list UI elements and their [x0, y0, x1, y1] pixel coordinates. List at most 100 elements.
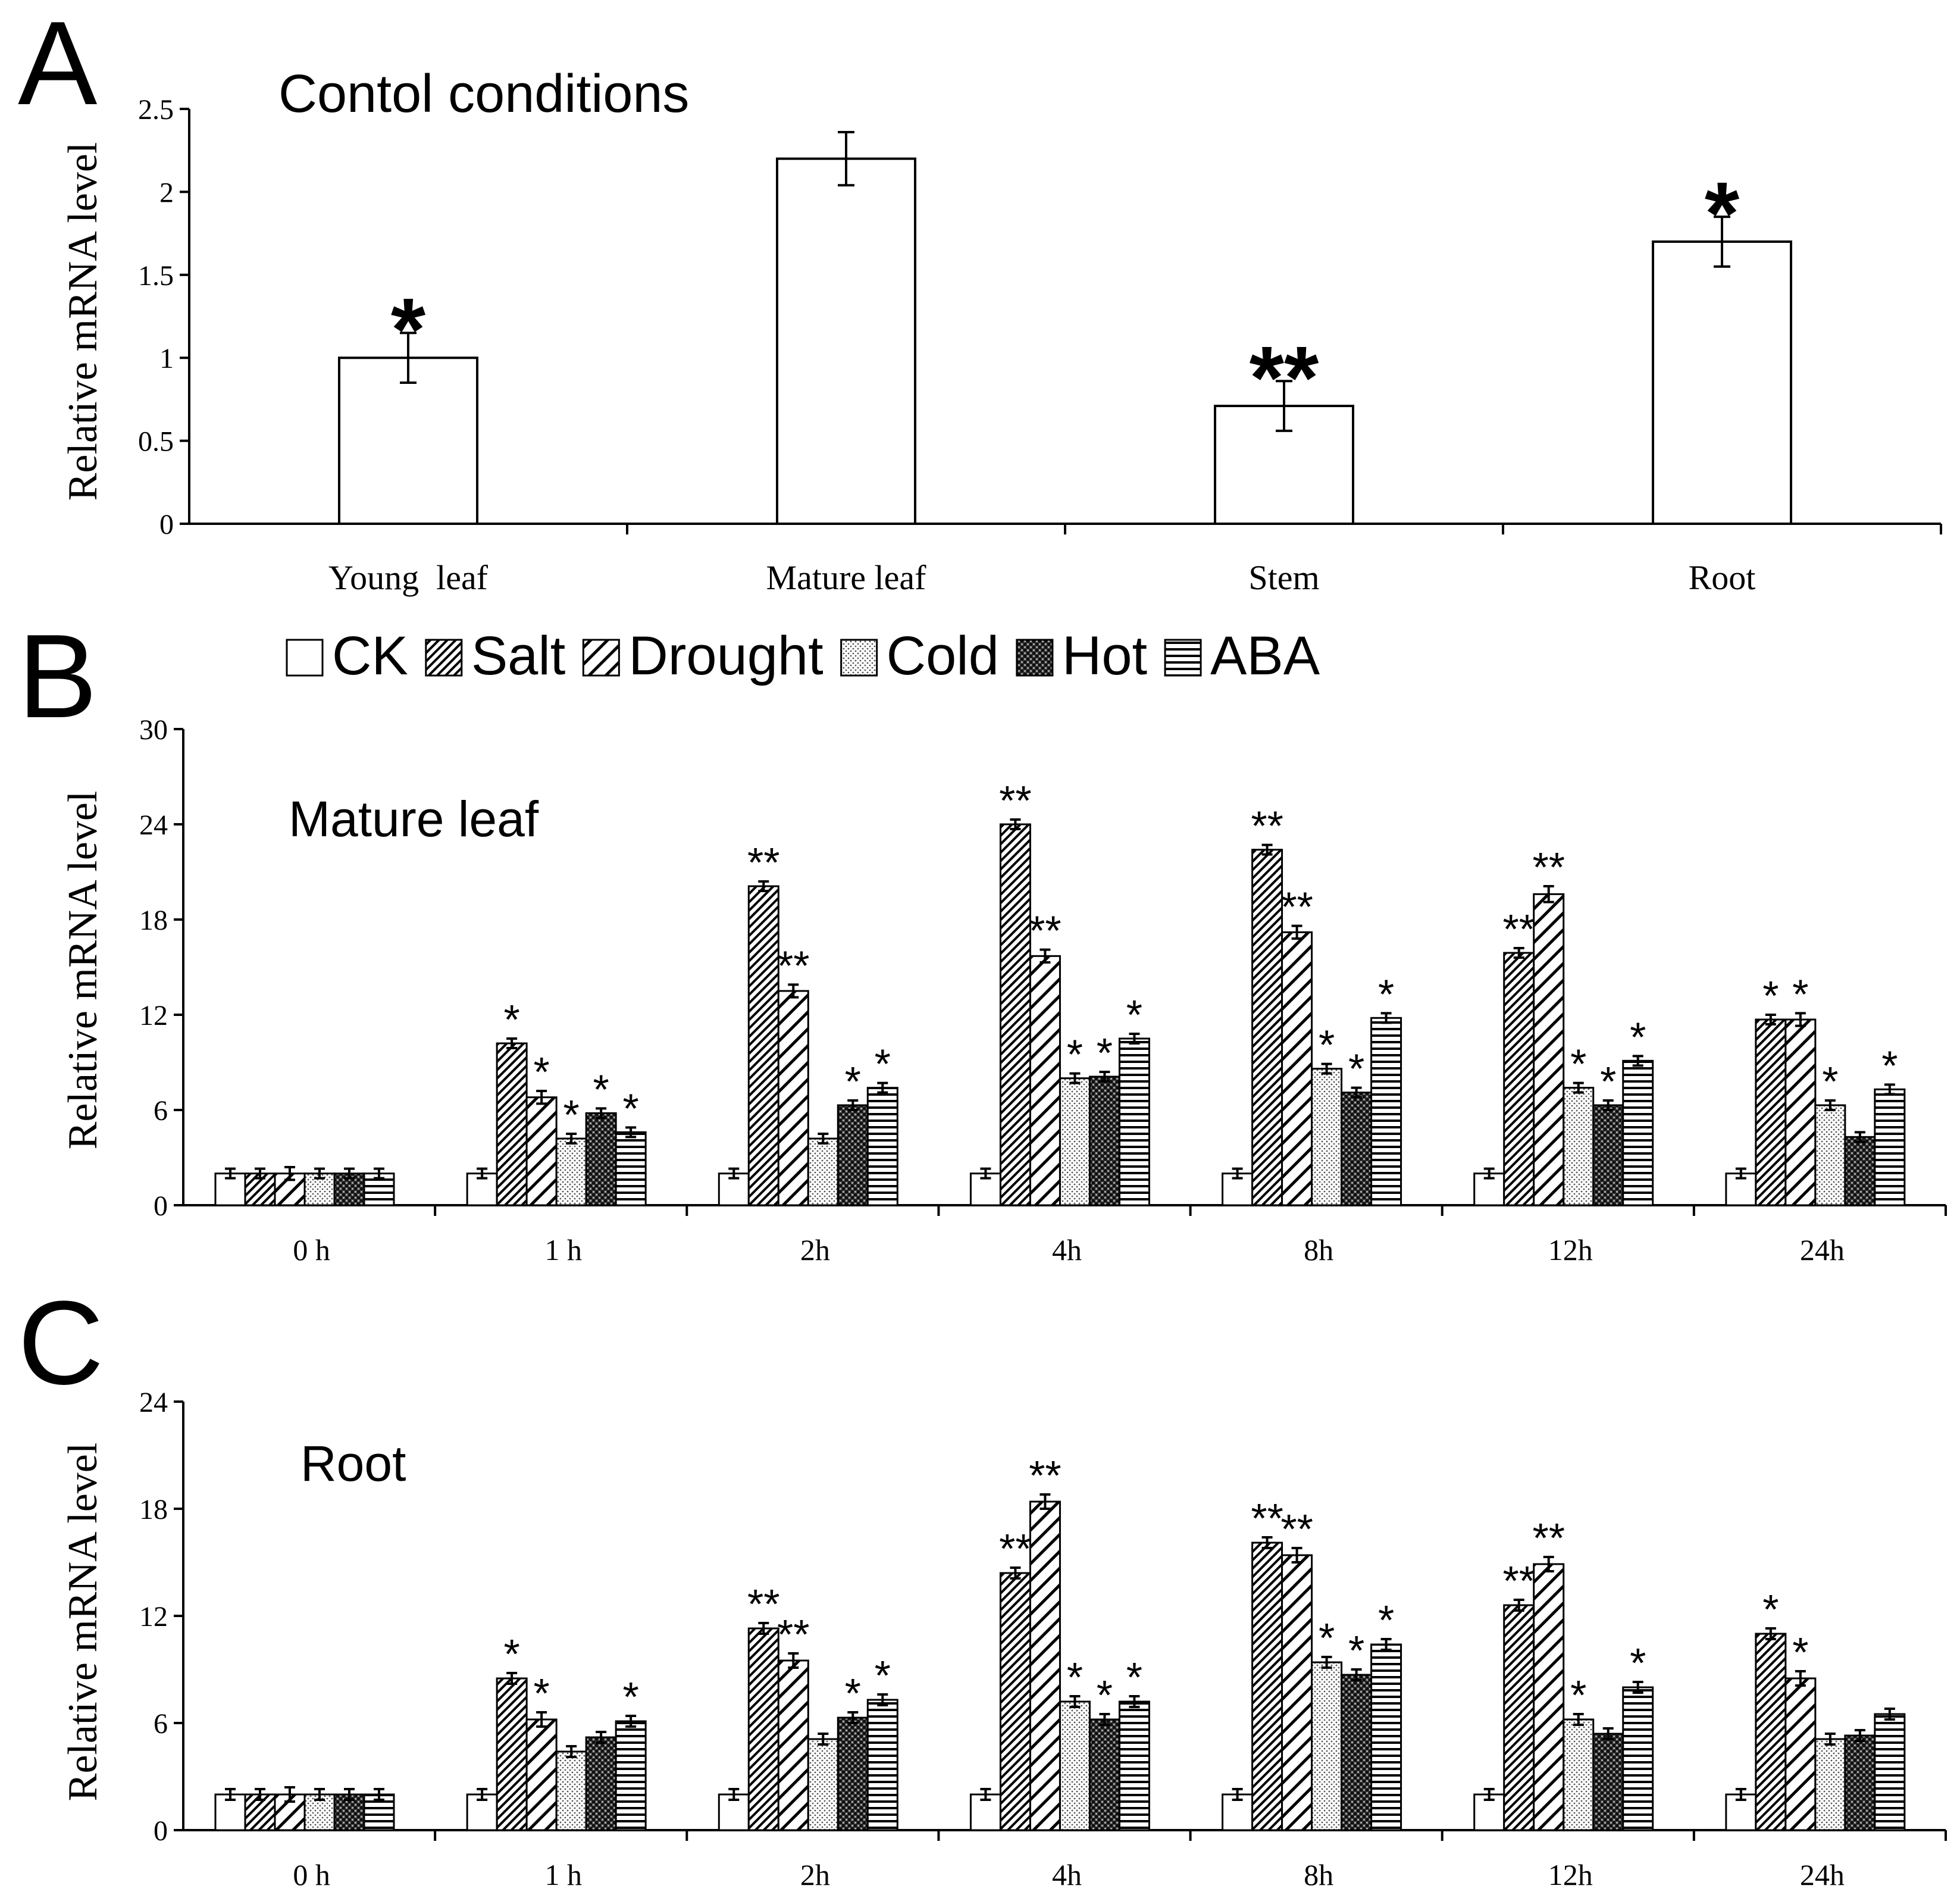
panel-c-bar: [1755, 1633, 1787, 1831]
panel-c-bar: [807, 1738, 839, 1831]
panel-c-significance-mark: **: [1502, 1558, 1535, 1604]
panel-c-bar: [1370, 1643, 1402, 1831]
panel-c-x-tick-label: 4h: [1052, 1858, 1082, 1891]
panel-c-bar: [1533, 1563, 1565, 1831]
panel-label-c: C: [18, 1277, 104, 1409]
panel-b-x-tick-label: 24h: [1800, 1233, 1845, 1267]
panel-label-b: B: [18, 610, 97, 743]
panel-b-significance-mark: *: [1126, 992, 1142, 1038]
panel-a-y-tick-label: 2: [159, 177, 174, 208]
panel-c-bar: [1874, 1713, 1906, 1831]
panel-a-x-tick-label: Young leaf: [328, 558, 489, 597]
panel-c-bar: [525, 1718, 558, 1831]
panel-c-bar: [496, 1677, 528, 1831]
panel-c-bar: [1592, 1733, 1624, 1831]
panel-b-x-tick-label: 4h: [1052, 1233, 1082, 1267]
panel-c-x-tick-label: 24h: [1800, 1858, 1845, 1891]
panel-b-significance-mark: *: [1067, 1031, 1083, 1078]
panel-b-significance-mark: *: [593, 1066, 609, 1112]
legend-label: CK: [332, 626, 408, 686]
panel-c-bar: [615, 1720, 647, 1831]
panel-c-x-tick-label: 12h: [1548, 1858, 1593, 1891]
panel-b-significance-mark: **: [1251, 803, 1283, 849]
panel-b-significance-mark: **: [1280, 884, 1313, 930]
panel-b-significance-mark: *: [1319, 1022, 1335, 1068]
panel-b-x-tick-label: 0 h: [293, 1233, 330, 1267]
panel-b-significance-mark: **: [999, 777, 1031, 824]
panel-b-bar: [525, 1096, 558, 1206]
panel-c-bar: [1563, 1718, 1595, 1831]
panel-b-significance-mark: *: [534, 1049, 550, 1095]
panel-a-significance-mark: *: [1705, 163, 1740, 263]
panel-a-x-tick-label: Stem: [1248, 558, 1319, 597]
panel-c-bar: [1281, 1554, 1313, 1831]
panel-c-title: Root: [300, 1436, 406, 1491]
panel-c-significance-mark: *: [1126, 1654, 1142, 1700]
panel-c-significance-mark: *: [534, 1670, 550, 1716]
panel-c-bar: [777, 1659, 809, 1831]
panel-b-bar: [1563, 1087, 1595, 1206]
panel-a-bar: [776, 157, 916, 525]
panel-a-bar: [338, 357, 478, 525]
panel-b-y-tick-label: 18: [139, 905, 168, 936]
panel-b-significance-mark: *: [1570, 1041, 1586, 1087]
panel-b-bar: [1341, 1092, 1373, 1206]
panel-c-significance-mark: *: [1319, 1615, 1335, 1661]
panel-b-bar: [1874, 1088, 1906, 1206]
panel-a-x-tick-label: Mature leaf: [766, 558, 927, 597]
panel-c-bar: [1251, 1541, 1283, 1831]
panel-b-bar: [1118, 1037, 1150, 1206]
panel-label-a: A: [18, 0, 98, 130]
panel-b-significance-mark: *: [1630, 1014, 1646, 1060]
panel-c-significance-mark: *: [1378, 1597, 1394, 1643]
panel-b-bar: [1059, 1077, 1091, 1206]
panel-b-bar: [1533, 893, 1565, 1206]
panel-c-significance-mark: **: [1280, 1506, 1313, 1552]
panel-b-bar: [1503, 952, 1535, 1206]
panel-c-x-tick-label: 0 h: [293, 1858, 330, 1891]
panel-b-x-tick-label: 1 h: [544, 1233, 582, 1267]
panel-c-significance-mark: *: [1067, 1654, 1083, 1700]
panel-c-x-tick-label: 2h: [800, 1858, 830, 1891]
legend-label: Salt: [471, 626, 566, 686]
panel-b-significance-mark: **: [747, 839, 779, 886]
panel-c-ylabel: Relative mRNA level: [60, 1443, 106, 1802]
panel-b-significance-mark: *: [1792, 971, 1808, 1017]
panel-b-y-tick-label: 6: [154, 1095, 168, 1127]
panel-a-bar: [1652, 240, 1792, 525]
panel-c-significance-mark: **: [777, 1611, 809, 1658]
panel-b-bar: [1844, 1136, 1876, 1206]
panel-c-bar: [999, 1572, 1031, 1831]
panel-b-bar: [496, 1042, 528, 1206]
panel-b-bar: [1029, 955, 1061, 1206]
panel-c-significance-mark: *: [1570, 1672, 1586, 1718]
panel-b-bar: [555, 1137, 587, 1206]
panel-c-y-tick-label: 18: [139, 1494, 168, 1525]
panel-b-bar: [1088, 1075, 1120, 1206]
panel-c-x-tick-label: 8h: [1304, 1858, 1333, 1891]
panel-b-bar: [615, 1131, 647, 1206]
panel-c-bar: [1844, 1734, 1876, 1831]
panel-c-significance-mark: **: [1251, 1495, 1283, 1541]
panel-b-significance-mark: *: [563, 1092, 580, 1138]
panel-c-significance-mark: *: [1762, 1586, 1779, 1633]
panel-b-bar: [1592, 1104, 1624, 1206]
panel-a-y-tick-label: 0: [159, 509, 174, 540]
panel-b-bar: [585, 1112, 617, 1206]
panel-c-bar: [1118, 1700, 1150, 1831]
panel-c-bar: [1473, 1793, 1505, 1831]
panel-c-bar: [1059, 1700, 1091, 1831]
panel-b-significance-mark: **: [1029, 908, 1061, 954]
panel-b-bar: [777, 990, 809, 1206]
panel-b-bar: [1784, 1018, 1817, 1206]
panel-b-bar: [747, 885, 779, 1206]
panel-c-x-tick-label: 1 h: [544, 1858, 582, 1891]
panel-b-significance-mark: *: [1881, 1042, 1898, 1089]
panel-c-bar: [1503, 1604, 1535, 1831]
panel-c-bar: [1341, 1674, 1373, 1831]
panel-b-significance-mark: *: [845, 1058, 861, 1105]
panel-b-chart: Mature leaf Relative mRNA level 0 6 12 18 24…: [60, 714, 1947, 1267]
panel-b-bar: [1281, 931, 1313, 1206]
panel-b-x-tick-label: 8h: [1304, 1233, 1333, 1267]
legend-swatch: [840, 639, 878, 677]
